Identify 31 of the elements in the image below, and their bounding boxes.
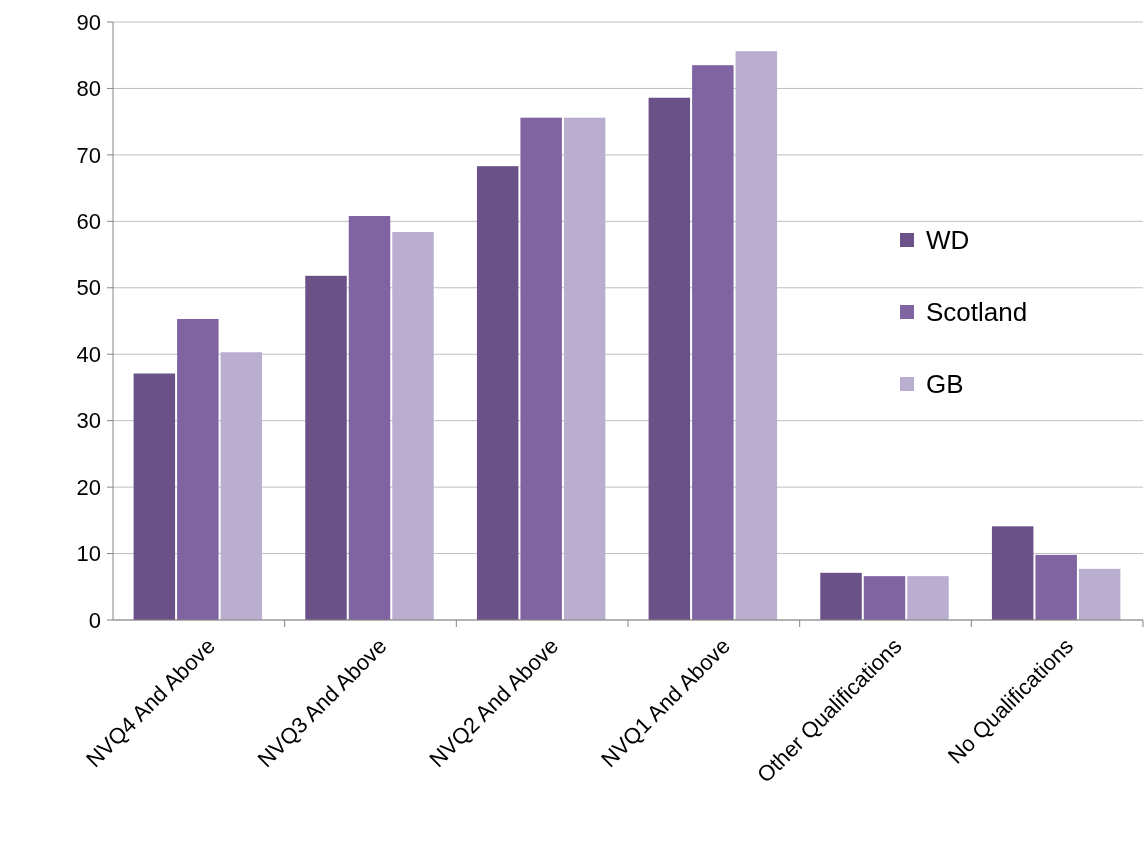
bar [133,373,176,620]
legend-label: WD [926,225,970,256]
bar [177,319,219,620]
legend-label: Scotland [926,297,1028,328]
bar [563,117,606,620]
bar [692,65,734,620]
bar [991,526,1034,620]
y-tick-label: 10 [76,541,101,567]
y-tick-label: 90 [76,9,101,35]
y-tick-label: 70 [76,142,101,168]
bar [520,117,562,620]
bar [348,216,391,620]
y-tick-label: 30 [76,408,101,434]
y-tick-label: 60 [76,209,101,235]
y-tick-label: 20 [76,474,101,500]
bar [1035,554,1077,620]
bar [305,275,347,620]
bar [476,166,519,620]
bar [220,352,263,620]
bar [820,572,862,620]
bar [648,97,691,620]
y-tick-label: 40 [76,341,101,367]
y-tick-label: 0 [88,607,101,633]
bar [863,576,906,620]
bar [392,231,434,620]
legend-label: GB [926,369,964,400]
y-tick-label: 50 [76,275,101,301]
bar [735,51,778,620]
bar [907,576,949,620]
y-tick-label: 80 [76,76,101,102]
bar [1078,568,1121,620]
